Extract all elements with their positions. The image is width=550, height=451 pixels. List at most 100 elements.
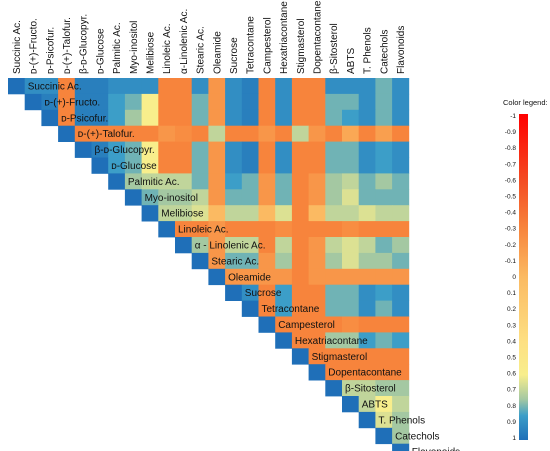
legend-tick-label: -0.7 [505, 161, 517, 168]
heatmap-cell [358, 284, 376, 301]
heatmap-cell [124, 93, 142, 111]
heatmap-cell [325, 284, 343, 301]
heatmap-cell [108, 157, 126, 174]
heatmap-cell [225, 125, 243, 142]
heatmap-cell [375, 109, 393, 127]
heatmap-cell [58, 93, 76, 111]
heatmap-cell [291, 348, 309, 365]
heatmap-cell [275, 268, 293, 286]
heatmap-cell [208, 125, 226, 142]
heatmap-cell [392, 109, 410, 127]
heatmap-cell [91, 125, 109, 142]
heatmap-cell [8, 78, 26, 95]
heatmap-cell [291, 332, 309, 349]
row-label: Dopentacontane [328, 368, 402, 379]
heatmap-cell [275, 316, 293, 333]
heatmap-cell [392, 284, 410, 301]
heatmap-cell [141, 125, 159, 142]
heatmap-cell [108, 173, 126, 190]
heatmap-cell [175, 205, 193, 222]
heatmap-cell [241, 284, 259, 301]
heatmap-cell [325, 300, 343, 317]
heatmap-cell [308, 348, 326, 365]
heatmap-cell [208, 157, 226, 174]
heatmap-cell [141, 141, 159, 158]
row-label: Hexatriacontane [295, 336, 368, 347]
heatmap-cell [208, 173, 226, 190]
heatmap-cell [342, 380, 360, 397]
heatmap-cell [291, 205, 309, 222]
color-legend: Color legend: -1 -0.9 -0.8 -0.7 -0.6 -0.5 -0.4… [503, 98, 548, 442]
row-label: Flavonoids [412, 447, 460, 451]
legend-tick-label: -0.8 [505, 145, 517, 152]
heatmap-cell [392, 316, 410, 333]
heatmap-cell [358, 93, 376, 111]
heatmap-cell [91, 78, 109, 95]
column-label: ᴅ-(+)-Talofur. [62, 17, 73, 74]
heatmap-cell [241, 173, 259, 190]
heatmap-cell [308, 332, 326, 349]
legend-tick-label: -0.3 [505, 226, 517, 233]
heatmap-cell [375, 427, 393, 445]
heatmap-cell [342, 268, 360, 286]
heatmap-cell [191, 205, 209, 222]
heatmap-cell [308, 141, 326, 158]
heatmap-cell [325, 125, 343, 142]
heatmap-cell [275, 78, 293, 95]
heatmap-cell [342, 396, 360, 413]
heatmap-cell [308, 78, 326, 95]
heatmap-cell [191, 189, 209, 206]
heatmap-cell [291, 109, 309, 127]
heatmap-cell [208, 268, 226, 286]
heatmap-cell [325, 237, 343, 254]
heatmap-cell [325, 221, 343, 238]
heatmap-cell [325, 348, 343, 365]
heatmap-cell [208, 93, 226, 111]
heatmap-cell [342, 125, 360, 142]
heatmap-cell [358, 141, 376, 158]
heatmap-cell [325, 173, 343, 190]
heatmap-cell [225, 252, 243, 270]
heatmap-cell [375, 316, 393, 333]
heatmap-cell [41, 109, 59, 127]
heatmap-cell [175, 237, 193, 254]
row-label: Succinic Ac. [28, 81, 82, 92]
heatmap-cell [375, 332, 393, 349]
heatmap-cell [392, 427, 410, 445]
heatmap-cell [124, 173, 142, 190]
heatmap-cell [291, 316, 309, 333]
heatmap-cell [208, 221, 226, 238]
heatmap-cell [158, 205, 176, 222]
row-label: ᴅ-(+)-Talofur. [78, 129, 135, 140]
heatmap-cell [191, 221, 209, 238]
heatmap-cell [258, 173, 276, 190]
heatmap-cell [308, 93, 326, 111]
heatmap-cell [325, 364, 343, 381]
heatmap-cell [191, 173, 209, 190]
heatmap-cell [91, 93, 109, 111]
heatmap-cell [191, 141, 209, 158]
heatmap-cell [375, 93, 393, 111]
heatmap-cell [124, 189, 142, 206]
heatmap-cell [258, 205, 276, 222]
heatmap-cell [308, 364, 326, 381]
heatmap-cell [241, 300, 259, 317]
column-label: β-Sitosterol [329, 23, 340, 74]
heatmap-cell [258, 300, 276, 317]
heatmap-cell [392, 125, 410, 142]
heatmap-cell [191, 157, 209, 174]
heatmap-cell [375, 221, 393, 238]
legend-tick-label: 0.9 [507, 419, 516, 426]
heatmap-cell [358, 173, 376, 190]
heatmap-cell [325, 109, 343, 127]
heatmap-cell [358, 300, 376, 317]
heatmap-cell [58, 125, 76, 142]
row-label: T. Phenols [378, 415, 425, 426]
heatmap-cell [275, 300, 293, 317]
legend-tick-label: 0.1 [507, 290, 516, 297]
heatmap-cell [392, 157, 410, 174]
heatmap-cell [308, 221, 326, 238]
legend-tick-label: -0.9 [505, 129, 517, 136]
legend-tick-label: -0.5 [505, 194, 517, 201]
heatmap-cell [258, 109, 276, 127]
